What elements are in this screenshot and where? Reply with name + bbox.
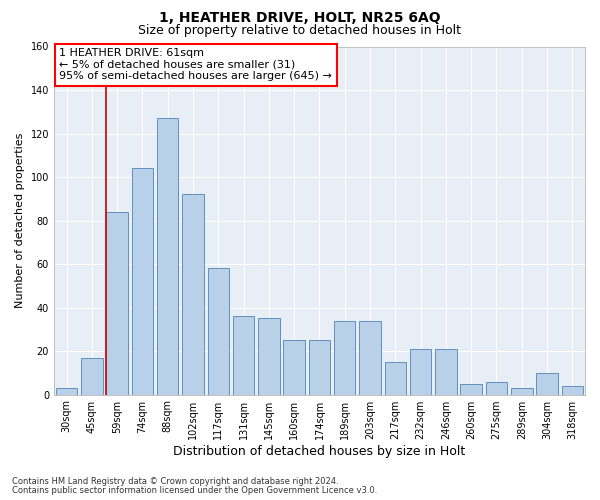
Bar [562,386,583,394]
Bar [511,388,533,394]
Bar [283,340,305,394]
Bar [208,268,229,394]
Bar [81,358,103,395]
Text: Contains public sector information licensed under the Open Government Licence v3: Contains public sector information licen… [12,486,377,495]
Text: 1, HEATHER DRIVE, HOLT, NR25 6AQ: 1, HEATHER DRIVE, HOLT, NR25 6AQ [159,11,441,25]
Bar [486,382,507,394]
Bar [410,349,431,395]
Y-axis label: Number of detached properties: Number of detached properties [15,133,25,308]
Bar [131,168,153,394]
Bar [309,340,330,394]
Bar [435,349,457,395]
Bar [106,212,128,394]
Bar [385,362,406,394]
Text: 1 HEATHER DRIVE: 61sqm
← 5% of detached houses are smaller (31)
95% of semi-deta: 1 HEATHER DRIVE: 61sqm ← 5% of detached … [59,48,332,82]
Bar [157,118,178,394]
Bar [258,318,280,394]
Bar [233,316,254,394]
Bar [56,388,77,394]
Bar [460,384,482,394]
X-axis label: Distribution of detached houses by size in Holt: Distribution of detached houses by size … [173,444,466,458]
Bar [334,320,355,394]
Text: Contains HM Land Registry data © Crown copyright and database right 2024.: Contains HM Land Registry data © Crown c… [12,477,338,486]
Bar [359,320,381,394]
Bar [182,194,204,394]
Bar [536,373,558,394]
Text: Size of property relative to detached houses in Holt: Size of property relative to detached ho… [139,24,461,37]
